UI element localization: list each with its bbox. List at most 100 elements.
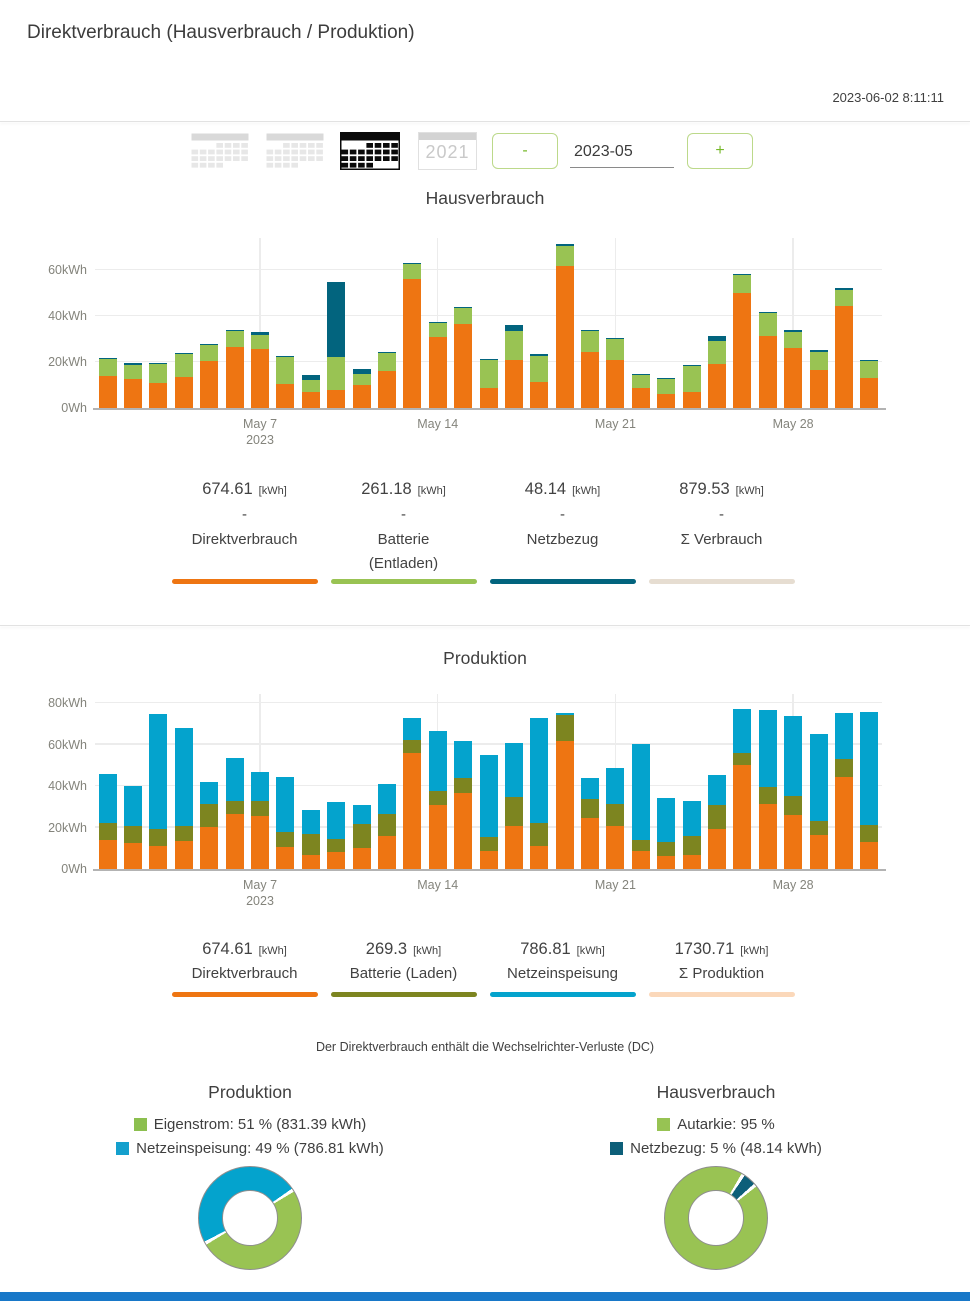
calendar-week-icon (266, 133, 324, 168)
stat-cell: 269.3 [kWh] Batterie (Laden) (324, 938, 483, 997)
stat-label: Netzeinspeisung (507, 965, 618, 982)
bar-segment-netzeinspeisung (301, 809, 320, 834)
bar-segment-netzeinspeisung (225, 758, 244, 801)
bar-segment-direktverbrauch (860, 841, 879, 869)
bar-segment-batterie_entladen (555, 246, 574, 266)
bar-segment-netzbezug (403, 262, 422, 265)
bar-segment-batterie_laden (149, 828, 168, 847)
bar-segment-netzbezug (225, 329, 244, 331)
bar-segment-netzeinspeisung (733, 708, 752, 753)
bar-segment-batterie_laden (581, 799, 600, 819)
bar-segment-netzeinspeisung (581, 777, 600, 800)
bar-segment-netzeinspeisung (124, 786, 143, 826)
bar-segment-netzbezug (200, 343, 219, 345)
bar-segment-batterie_laden (327, 838, 346, 853)
bar-segment-netzbezug (327, 281, 346, 358)
bar-segment-batterie_entladen (530, 355, 549, 383)
bar-segment-netzeinspeisung (454, 740, 473, 778)
bar-segment-batterie_entladen (251, 334, 270, 350)
bar-segment-batterie_laden (403, 739, 422, 754)
y-tick-label: 20kWh (48, 355, 87, 370)
bar-segment-direktverbrauch (504, 825, 523, 869)
bar-segment-direktverbrauch (98, 375, 117, 408)
bar-segment-direktverbrauch (327, 389, 346, 408)
stat-label: Batterie (377, 531, 430, 548)
bar-segment-batterie_laden (428, 791, 447, 805)
bar-segment-netzeinspeisung (428, 731, 447, 792)
calendar-year-icon (419, 133, 476, 140)
bar-segment-netzeinspeisung (327, 801, 346, 839)
bar-segment-direktverbrauch (174, 377, 193, 408)
calendar-year-view-button[interactable]: 2021 (418, 132, 477, 170)
stat-underline (489, 579, 636, 584)
bar-segment-direktverbrauch (327, 852, 346, 869)
y-gridline (95, 743, 882, 745)
period-input[interactable] (570, 139, 674, 168)
bar-segment-netzeinspeisung (530, 717, 549, 824)
bar-segment-batterie_entladen (707, 340, 726, 364)
legend-item: Autarkie: 95 % (496, 1112, 936, 1136)
next-period-button[interactable]: + (687, 133, 753, 169)
y-gridline (95, 701, 882, 704)
bar-segment-direktverbrauch (657, 856, 676, 869)
bar-segment-batterie_laden (758, 787, 777, 805)
x-tick-label: May 21 (594, 878, 636, 892)
produktion-chart[interactable]: May 7 2023 May 14 May 21 May 28 0Wh 20kWh 40kWh… (48, 694, 886, 908)
calendar-week-view-button[interactable] (265, 132, 325, 170)
bar-segment-direktverbrauch (98, 840, 117, 869)
stat-cell: 786.81 [kWh] Netzeinspeisung (483, 938, 642, 997)
bar-segment-batterie_entladen (327, 357, 346, 390)
bar-segment-batterie_laden (606, 803, 625, 826)
legend-color-square (610, 1141, 624, 1155)
stat-dash: - (719, 506, 724, 523)
x-tick-label: May 7 2023 (242, 417, 278, 447)
bar-segment-batterie_entladen (631, 375, 650, 388)
bar-segment-direktverbrauch (809, 370, 828, 408)
stat-underline (171, 992, 318, 997)
bar-segment-direktverbrauch (276, 383, 295, 408)
bar-segment-direktverbrauch (251, 349, 270, 408)
previous-period-button[interactable]: - (492, 133, 558, 169)
x-gridline (792, 238, 794, 408)
stat-cell: 674.61 [kWh] Direktverbrauch (165, 938, 324, 997)
x-tick-label: May 28 (772, 417, 814, 431)
bar-segment-batterie_laden (504, 796, 523, 826)
bar-segment-netzbezug (682, 364, 701, 366)
y-tick-label: 40kWh (48, 779, 87, 794)
hausverbrauch-summary: Hausverbrauch Autarkie: 95 % Netzbezug: 5… (496, 1082, 936, 1160)
bar-segment-netzeinspeisung (555, 713, 574, 716)
bar-segment-netzeinspeisung (352, 804, 371, 825)
produktion-summary-title: Produktion (208, 1082, 292, 1102)
bar-segment-direktverbrauch (124, 379, 143, 408)
stat-unit: [kWh] (417, 485, 446, 497)
bar-segment-batterie_laden (200, 803, 219, 827)
calendar-day-view-button[interactable] (190, 132, 250, 170)
bar-segment-batterie_laden (301, 833, 320, 855)
bar-segment-batterie_entladen (454, 308, 473, 325)
x-gridline (436, 238, 439, 408)
bar-segment-direktverbrauch (530, 845, 549, 869)
stat-dash: - (401, 506, 406, 523)
stat-value: 261.18 [kWh] (361, 480, 446, 498)
bar-segment-direktverbrauch (454, 324, 473, 408)
bar-segment-direktverbrauch (631, 850, 650, 869)
calendar-month-view-button-active[interactable] (340, 132, 400, 170)
bar-segment-direktverbrauch (733, 765, 752, 869)
stat-cell: 674.61 [kWh] - Direktverbrauch (165, 478, 324, 584)
x-gridline (614, 238, 617, 408)
y-tick-label: 60kWh (48, 737, 87, 752)
bar-segment-direktverbrauch (251, 816, 270, 869)
stat-value: 674.61 [kWh] (202, 480, 287, 498)
bar-segment-direktverbrauch (784, 347, 803, 408)
bar-segment-netzeinspeisung (758, 709, 777, 788)
stat-unit: [kWh] (740, 945, 769, 957)
legend-color-square (657, 1117, 671, 1131)
legend-label: Netzbezug: 5 % (48.14 kWh) (630, 1139, 822, 1157)
bar-segment-direktverbrauch (581, 818, 600, 869)
bar-segment-batterie_laden (657, 841, 676, 857)
hausverbrauch-chart[interactable]: May 7 2023 May 14 May 21 May 28 0Wh 20kWh 40kWh… (48, 238, 886, 447)
x-tick-label: May 28 (772, 878, 814, 892)
header-divider (0, 121, 970, 122)
bar-segment-netzeinspeisung (631, 744, 650, 841)
